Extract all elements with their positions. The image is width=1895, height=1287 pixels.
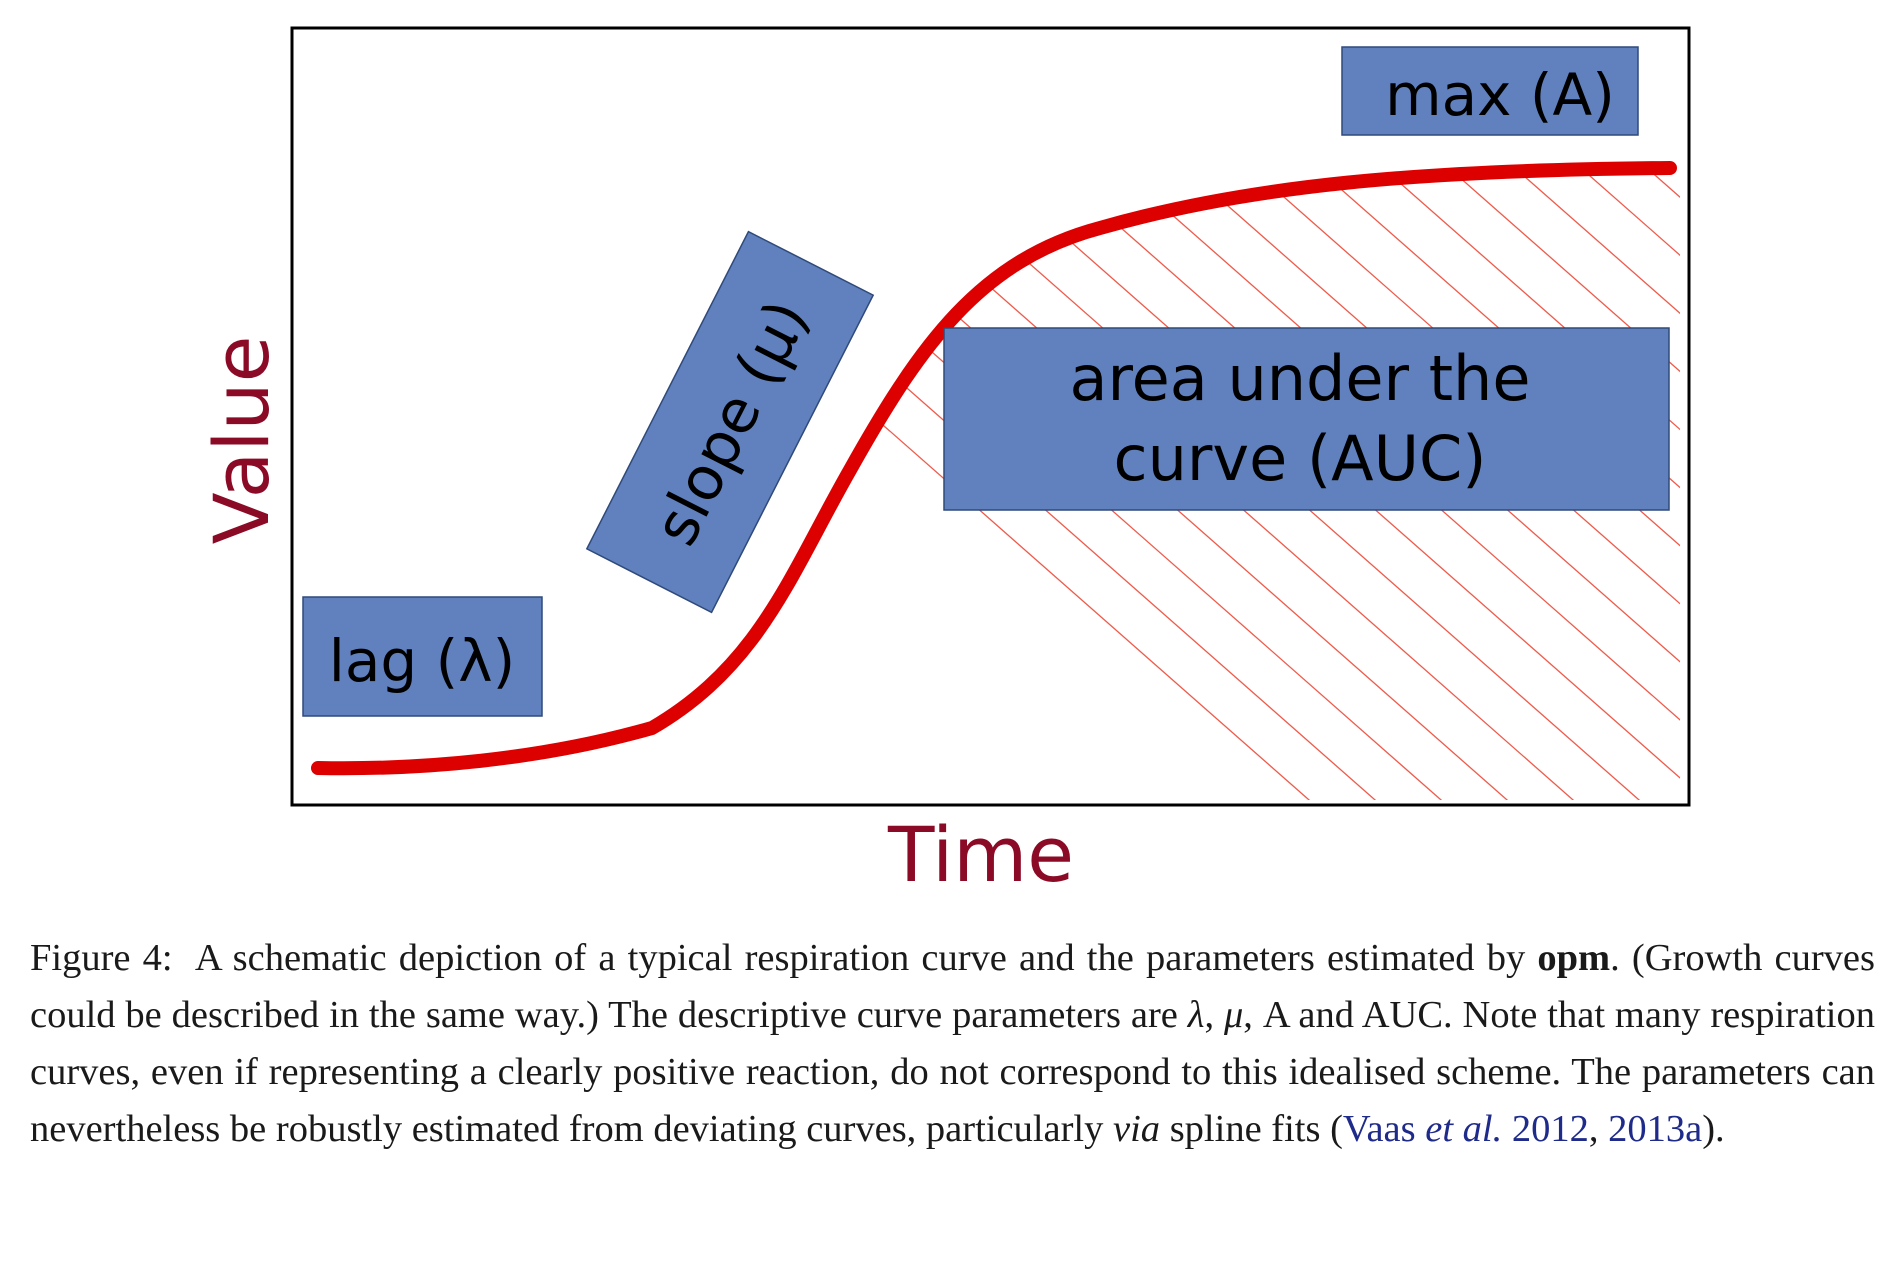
lag-label: lag (λ) xyxy=(329,627,516,695)
via-italic: via xyxy=(1113,1108,1161,1150)
citation-separator: , xyxy=(1588,1108,1609,1150)
caption-text-1: A schematic depiction of a typical respi… xyxy=(194,937,1538,979)
package-name: opm xyxy=(1537,937,1611,979)
caption-separator: , xyxy=(1204,994,1224,1036)
caption-text-5: ). xyxy=(1702,1108,1725,1150)
x-axis-label: Time xyxy=(887,810,1074,899)
auc-label-line2: curve (AUC) xyxy=(1114,422,1487,495)
citation-etal[interactable]: et al. xyxy=(1425,1108,1503,1150)
plot-frame xyxy=(290,26,1691,807)
hatch-line xyxy=(652,168,1387,800)
symbol-mu: μ xyxy=(1223,994,1244,1036)
caption-text-3: , A and AUC. Note that many respiration … xyxy=(30,994,1875,1150)
citation-year-2013a[interactable]: 2013a xyxy=(1608,1108,1703,1150)
citation-link[interactable]: Vaas et al. 2012 xyxy=(1343,1108,1589,1150)
hatch-line xyxy=(1720,0,1895,810)
citation-author[interactable]: Vaas xyxy=(1342,1108,1426,1150)
max-box: max (A) xyxy=(1341,46,1639,136)
hatch-line xyxy=(1852,0,1895,810)
caption-text-2: . (Growth curves could be described in t… xyxy=(30,937,1875,1036)
figure-label: Figure 4: xyxy=(30,937,173,979)
citation-year-2012[interactable]: 2012 xyxy=(1502,1108,1589,1150)
lag-box: lag (λ) xyxy=(302,596,543,717)
slope-box: slope (μ) xyxy=(585,230,875,614)
y-axis-label: Value xyxy=(197,336,286,545)
hatch-line xyxy=(1786,0,1895,810)
auc-box: area under the curve (AUC) xyxy=(943,327,1670,511)
symbol-lambda: λ xyxy=(1187,994,1205,1036)
figure-caption: Figure 4: A schematic depiction of a typ… xyxy=(30,930,1875,1158)
respiration-curve-schematic: lag (λ) slope (μ) max (A) area under the… xyxy=(197,0,1895,899)
caption-text-4: spline fits ( xyxy=(1160,1108,1343,1150)
max-label: max (A) xyxy=(1385,61,1615,129)
auc-label-line1: area under the xyxy=(1069,342,1530,415)
respiration-curve xyxy=(311,161,1677,776)
